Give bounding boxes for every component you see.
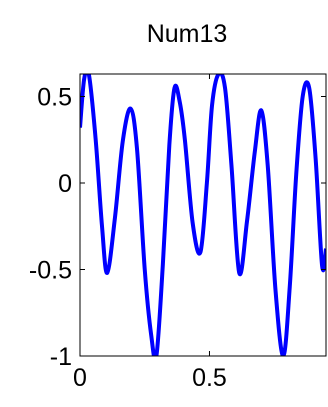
axes-frame bbox=[79, 73, 327, 357]
chart-title: Num13 bbox=[147, 20, 228, 48]
y-tick-label: -1 bbox=[50, 343, 72, 371]
x-tick-label: 0.5 bbox=[192, 364, 227, 392]
tick-labels: 0 0.5 0.5 0 -0.5 -1 bbox=[29, 83, 227, 392]
x-tick-label: 0 bbox=[73, 364, 87, 392]
y-tick-label: -0.5 bbox=[29, 256, 72, 284]
series-line-0 bbox=[80, 74, 326, 356]
axes-box bbox=[79, 73, 327, 357]
tick-marks bbox=[79, 74, 326, 357]
y-tick-label: 0.5 bbox=[37, 83, 72, 111]
y-tick-label: 0 bbox=[58, 170, 72, 198]
